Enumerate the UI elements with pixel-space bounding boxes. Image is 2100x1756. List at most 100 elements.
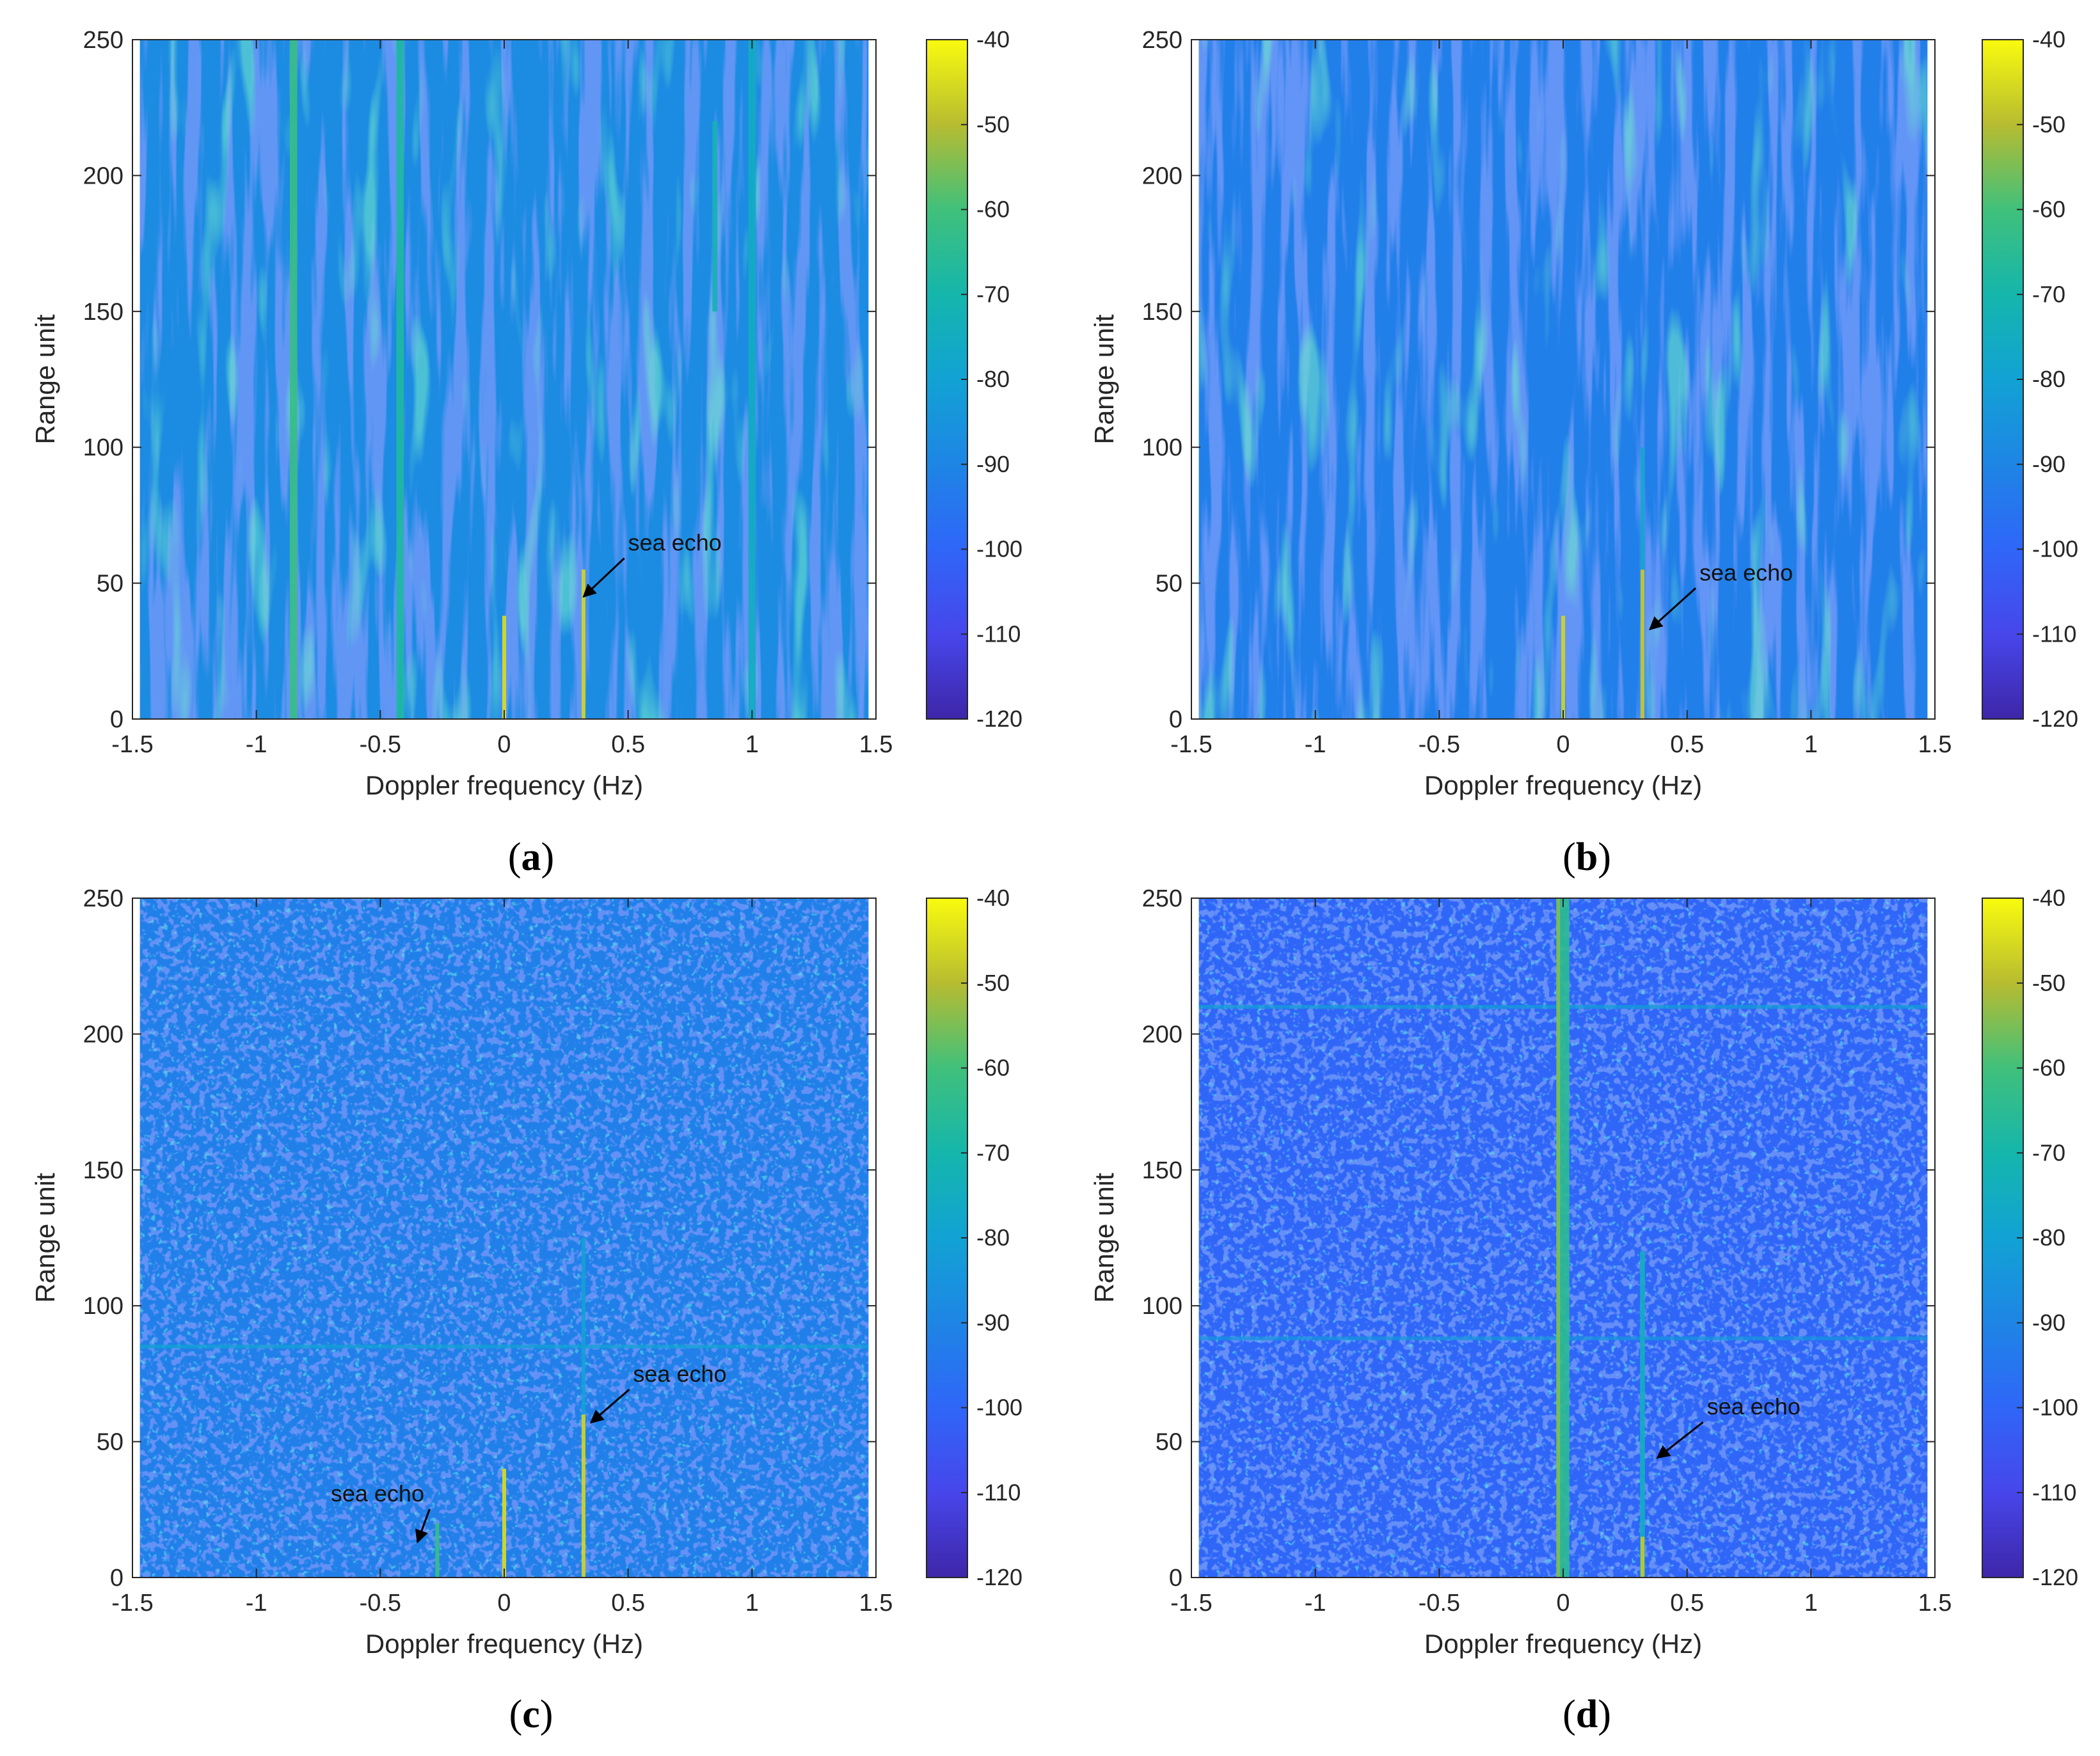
colorbar-ticks-d: -40 -50 -60 -70 -80 -90 -100 -110 -120: [2017, 885, 2078, 1590]
y-tick-label-c-5: 250: [83, 885, 123, 912]
colorbar-tick-label-b-7: -110: [2032, 621, 2076, 647]
annotations-d: sea echo: [1656, 1393, 1801, 1459]
y-axis-label-b: Range unit: [1089, 314, 1119, 444]
colorbar-tick-label-a-6: -100: [976, 536, 1022, 562]
colorbar-tick-label-c-4: -80: [976, 1224, 1010, 1251]
x-tick-label-c-0: -1.5: [111, 1590, 153, 1617]
annotation-text-c-1: sea echo: [331, 1480, 424, 1507]
colorbar-gradient-c: [926, 898, 968, 1578]
x-tick-label-a-5: 1: [745, 731, 759, 758]
y-tick-label-b-4: 200: [1142, 162, 1182, 189]
annotation-arrow-a-0: [582, 557, 625, 598]
x-ticks-c: -1.5 -1 -0.5 0 0.5 1 1.5: [111, 898, 893, 1617]
caption-d: (d): [1563, 1693, 1611, 1736]
colorbar-gradient-a: [926, 39, 968, 720]
y-tick-label-a-1: 50: [97, 571, 123, 597]
colorbar-tick-label-d-5: -90: [2032, 1309, 2065, 1336]
x-tick-label-b-5: 1: [1804, 731, 1818, 758]
y-tick-label-d-1: 50: [1156, 1429, 1182, 1456]
x-tick-label-a-0: -1.5: [111, 731, 153, 758]
heatmap-ridge-a-0: [289, 40, 298, 719]
colorbar-tick-label-b-1: -50: [2032, 111, 2065, 138]
colorbar-tick-label-c-7: -110: [976, 1479, 1021, 1505]
heatmap-ridge-b-0: [1561, 615, 1565, 719]
colorbar-tick-label-d-8: -120: [2032, 1564, 2078, 1590]
x-axis-label-c: Doppler frequency (Hz): [365, 1629, 643, 1659]
y-axis-label-c: Range unit: [30, 1173, 60, 1302]
heatmap-ridge-c-3: [435, 1523, 440, 1578]
x-ticks-d: -1.5 -1 -0.5 0 0.5 1 1.5: [1170, 898, 1952, 1617]
x-tick-label-c-2: -0.5: [360, 1590, 401, 1617]
y-axis-label-a: Range unit: [30, 314, 60, 444]
heatmap-ridge-d-2: [1640, 1251, 1645, 1578]
annotations-b: sea echo: [1649, 559, 1793, 631]
x-tick-label-c-1: -1: [246, 1590, 267, 1617]
x-tick-label-d-0: -1.5: [1170, 1590, 1212, 1617]
colorbar-tick-label-d-6: -100: [2032, 1395, 2078, 1421]
caption-a: (a): [508, 835, 554, 879]
colorbar-tick-label-a-5: -90: [976, 451, 1010, 477]
colorbar-gradient-b: [1982, 39, 2024, 720]
colorbar-ticks-c: -40 -50 -60 -70 -80 -90 -100 -110 -120: [961, 885, 1022, 1590]
colorbar-tick-label-a-3: -70: [976, 281, 1010, 307]
y-tick-label-a-0: 0: [110, 706, 123, 733]
x-axis-label-a: Doppler frequency (Hz): [365, 770, 643, 800]
y-tick-label-c-3: 150: [83, 1157, 123, 1184]
colorbar-tick-label-d-0: -40: [2032, 885, 2065, 911]
heatmap-ridge-c-2: [581, 1238, 585, 1415]
colorbar-tick-label-a-2: -60: [976, 196, 1010, 223]
y-tick-label-c-2: 100: [83, 1293, 123, 1320]
y-tick-label-a-3: 150: [83, 299, 123, 326]
heatmap-ridge-c-1: [581, 1414, 585, 1578]
colorbar-gradient-d: [1982, 898, 2024, 1578]
y-tick-label-a-2: 100: [83, 434, 123, 461]
colorbar-tick-label-a-8: -120: [976, 706, 1022, 732]
x-tick-label-a-2: -0.5: [360, 731, 401, 758]
heatmap-ridge-a-5: [748, 40, 756, 719]
y-axis-label-d: Range unit: [1089, 1173, 1119, 1302]
x-tick-label-a-1: -1: [246, 731, 267, 758]
colorbar-tick-label-b-5: -90: [2032, 451, 2065, 477]
x-tick-label-d-6: 1.5: [1918, 1590, 1952, 1617]
colorbar-tick-label-b-6: -100: [2032, 536, 2078, 562]
colorbar-tick-label-b-0: -40: [2032, 26, 2065, 52]
colorbar-tick-label-b-4: -80: [2032, 366, 2065, 392]
x-tick-label-b-2: -0.5: [1419, 731, 1460, 758]
heatmap-hline-c-0: [139, 1344, 869, 1349]
x-tick-label-c-5: 1: [745, 1590, 759, 1617]
caption-letter-b: b: [1576, 835, 1598, 879]
y-tick-label-c-4: 200: [83, 1021, 123, 1048]
heatmap-ridge-b-2: [1640, 447, 1644, 570]
y-tick-label-b-1: 50: [1156, 571, 1182, 597]
colorbar-ticks-a: -40 -50 -60 -70 -80 -90 -100 -110 -120: [961, 26, 1022, 732]
x-tick-label-a-4: 0.5: [611, 731, 645, 758]
colorbar-tick-label-c-8: -120: [976, 1564, 1022, 1590]
heatmap-a: [139, 40, 869, 719]
y-ticks-d: 0 50 100 150 200 250: [1142, 885, 1935, 1592]
x-tick-label-d-1: -1: [1305, 1590, 1326, 1617]
x-tick-label-a-6: 1.5: [859, 731, 893, 758]
y-tick-label-d-2: 100: [1142, 1293, 1182, 1320]
y-tick-label-d-0: 0: [1169, 1565, 1182, 1592]
heatmap-b: [1198, 40, 1928, 719]
colorbar-tick-label-a-1: -50: [976, 111, 1010, 138]
x-axis-label-d: Doppler frequency (Hz): [1424, 1629, 1702, 1659]
colorbar-tick-label-d-2: -60: [2032, 1055, 2065, 1081]
x-axis-label-b: Doppler frequency (Hz): [1424, 770, 1702, 800]
heatmap-d: [1198, 898, 1928, 1578]
colorbar-tick-label-d-1: -50: [2032, 970, 2065, 996]
y-tick-label-a-4: 200: [83, 162, 123, 189]
colorbar-tick-label-a-0: -40: [976, 26, 1010, 52]
caption-letter-a: a: [521, 835, 541, 879]
panel-d: 0 50 100 150 200 250 -1.5 -1 -0.5 0 0.5 1 1.5 Doppl…: [1089, 885, 2078, 1736]
y-ticks-c: 0 50 100 150 200 250: [83, 885, 876, 1592]
heatmap-ridge-a-2: [502, 615, 506, 719]
caption-letter-d: d: [1576, 1693, 1598, 1736]
x-tick-label-b-0: -1.5: [1170, 731, 1212, 758]
x-ticks-b: -1.5 -1 -0.5 0 0.5 1 1.5: [1170, 40, 1952, 758]
y-tick-label-c-1: 50: [97, 1429, 123, 1456]
x-tick-label-d-4: 0.5: [1670, 1590, 1704, 1617]
y-tick-label-d-3: 150: [1142, 1157, 1182, 1184]
panel-a: 0 50 100 150 200 250 -1.5 -1 -0.5 0 0.5 1 1.5 Doppl…: [30, 26, 1022, 879]
annotation-arrow-c-1: [415, 1508, 431, 1544]
